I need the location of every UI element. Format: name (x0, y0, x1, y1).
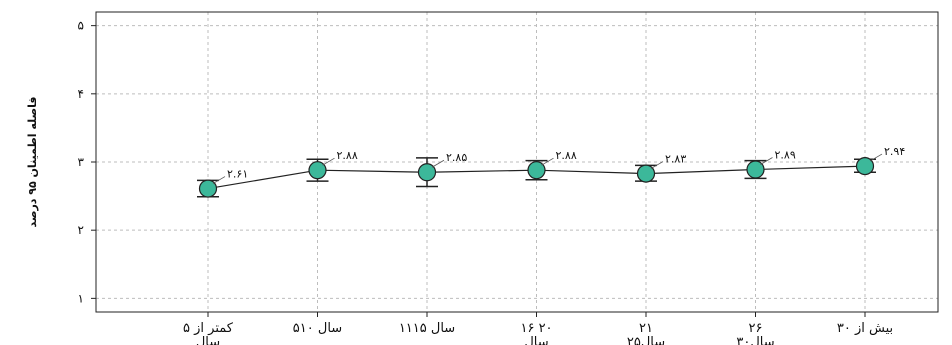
data-label-leader (650, 161, 664, 169)
x-tick-label: بیش از ۳۰ (837, 321, 893, 336)
x-tick-label: ۲۶ (749, 321, 763, 336)
data-label-leader (431, 159, 445, 168)
y-tick-label: ۲ (78, 223, 84, 237)
data-label: ۲.۹۴ (884, 145, 905, 158)
y-tick-label: ۳ (78, 155, 85, 169)
data-point (855, 156, 875, 176)
data-point (636, 164, 656, 183)
series-marks: ۲.۶۱ ۲.۸۸ ۲.۸۵ ۲.۸۸ ۲.۸۳ ۲.۸۹ ۲.۹۴ (197, 145, 905, 198)
data-label: ۲.۸۵ (446, 151, 467, 164)
data-point (198, 179, 218, 198)
x-tick-label: ۱۱سال ۱۵ (399, 321, 455, 336)
data-label-leader (322, 157, 335, 166)
y-axis-label: فاصله اطمینان ۹۵ درصد (26, 96, 39, 227)
data-label-leader (212, 176, 226, 184)
x-tick-label: سال (196, 335, 220, 345)
x-tick-label: سال (524, 335, 548, 345)
data-point (746, 160, 765, 179)
y-tick-label: ۵ (78, 19, 84, 33)
y-tick-label: ۴ (78, 87, 84, 101)
y-tick-label: ۱ (78, 291, 84, 305)
x-tick-label: ۵سال ۱۰ (293, 321, 342, 336)
data-point (417, 163, 437, 182)
x-tick-label: ۱۶ ۲۰ (520, 321, 552, 336)
x-tick-label: ۳۰سال (736, 335, 774, 345)
data-label: ۲.۸۸ (556, 149, 577, 162)
grid (96, 12, 938, 312)
data-label: ۲.۶۱ (227, 168, 248, 181)
x-tick-label: ۲۵سال (627, 335, 665, 345)
x-tick-label: کمتر از ۵ (183, 321, 234, 336)
data-point (308, 161, 327, 180)
data-label: ۲.۸۹ (775, 149, 796, 162)
data-label-leader (869, 153, 883, 162)
data-label-leader (760, 157, 773, 165)
data-label: ۲.۸۸ (337, 149, 358, 162)
data-point (527, 161, 546, 180)
x-tick-label: ۲۱ (639, 321, 653, 336)
data-label: ۲.۸۳ (665, 153, 686, 166)
data-label-leader (541, 157, 554, 166)
